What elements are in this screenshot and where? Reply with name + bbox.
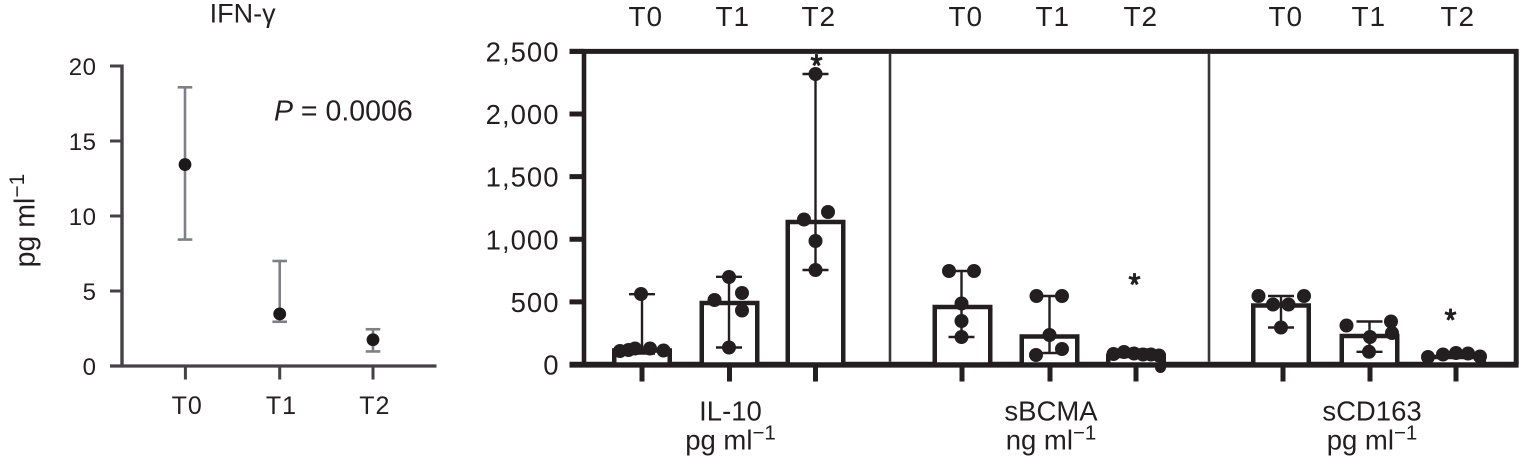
svg-text:T1: T1 <box>1036 1 1070 32</box>
svg-text:pg ml−1: pg ml−1 <box>1327 422 1418 456</box>
svg-text:1,000: 1,000 <box>486 224 560 255</box>
svg-text:10: 10 <box>69 204 97 231</box>
svg-text:T2: T2 <box>802 1 836 32</box>
svg-text:T1: T1 <box>266 392 297 420</box>
svg-text:T0: T0 <box>172 392 203 420</box>
svg-text:T0: T0 <box>1269 1 1303 32</box>
svg-text:T0: T0 <box>949 1 983 32</box>
svg-text:T2: T2 <box>1124 1 1158 32</box>
svg-text:sCD163: sCD163 <box>1322 396 1421 427</box>
svg-text:ng ml−1: ng ml−1 <box>1006 422 1097 456</box>
svg-text:pg ml−1: pg ml−1 <box>6 174 42 268</box>
svg-text:T2: T2 <box>359 392 390 420</box>
svg-text:500: 500 <box>511 287 560 318</box>
svg-text:sBCMA: sBCMA <box>1004 396 1098 427</box>
svg-text:1,500: 1,500 <box>486 162 560 193</box>
svg-text:2,500: 2,500 <box>486 36 560 67</box>
svg-text:20: 20 <box>69 54 97 81</box>
svg-text:T2: T2 <box>1441 1 1475 32</box>
svg-text:2,000: 2,000 <box>486 99 560 130</box>
svg-text:15: 15 <box>69 129 97 156</box>
svg-text:IFN-γ: IFN-γ <box>210 0 276 29</box>
svg-text:T1: T1 <box>1352 1 1386 32</box>
svg-text:T0: T0 <box>629 1 663 32</box>
svg-text:0: 0 <box>543 350 559 381</box>
svg-text:T1: T1 <box>716 1 750 32</box>
svg-text:IL-10: IL-10 <box>699 396 762 427</box>
svg-text:P = 0.0006: P = 0.0006 <box>274 96 413 128</box>
svg-text:5: 5 <box>83 279 97 306</box>
svg-text:pg ml−1: pg ml−1 <box>685 422 776 456</box>
svg-text:0: 0 <box>83 354 97 381</box>
